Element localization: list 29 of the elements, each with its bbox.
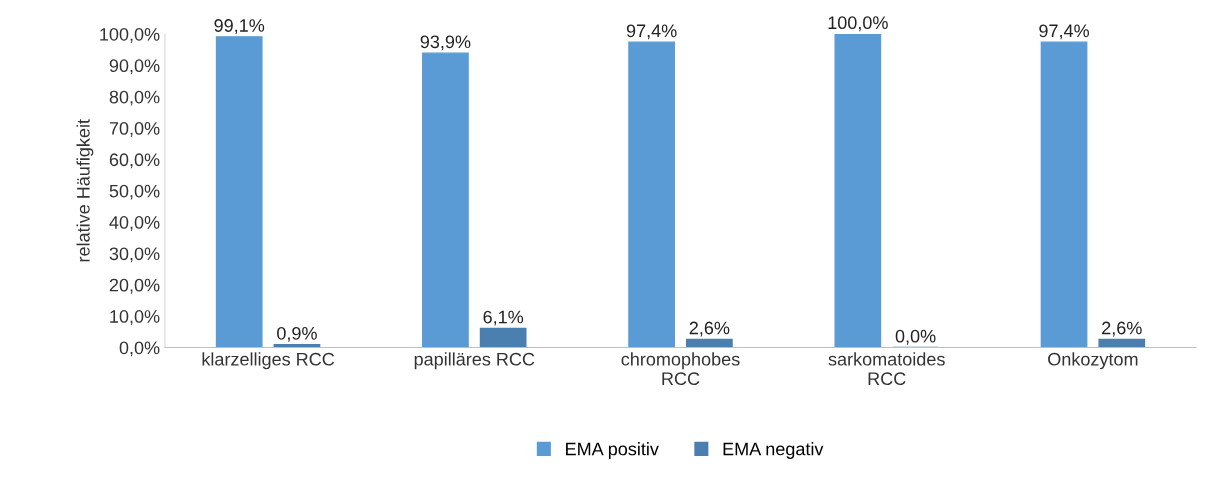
data-label: 93,9% <box>420 35 471 51</box>
y-tick-label: 40,0% <box>109 216 160 231</box>
y-tick-label: 70,0% <box>109 122 160 137</box>
data-label: 100,0% <box>828 16 888 32</box>
y-tick-label: 20,0% <box>109 278 160 294</box>
x-tick-label: chromophobes RCC <box>621 352 740 386</box>
data-label: 0,0% <box>895 329 936 345</box>
y-tick-label: 90,0% <box>109 59 160 75</box>
x-tick-label: Onkozytom <box>1048 352 1138 370</box>
y-axis-title: relative Häufigkeit <box>76 119 94 262</box>
legend-label: EMA positiv <box>566 442 659 459</box>
data-label: 0,9% <box>277 326 317 342</box>
data-label: 6,1% <box>483 310 524 326</box>
y-tick-label: 100,0% <box>100 27 160 43</box>
data-label: 99,1% <box>214 19 265 35</box>
y-tick-label: 80,0% <box>109 90 160 106</box>
y-tick-label: 50,0% <box>109 184 160 200</box>
y-tick-label: 60,0% <box>109 153 160 169</box>
data-label: 2,6% <box>689 321 730 337</box>
x-tick-label: klarzelliges RCC <box>202 352 335 370</box>
legend-label: EMA negativ <box>723 442 824 459</box>
data-label: 97,4% <box>626 24 677 40</box>
data-label: 2,6% <box>1102 321 1142 337</box>
y-tick-label: 10,0% <box>110 310 160 325</box>
x-tick-label: sarkomatoides RCC <box>828 352 945 386</box>
y-tick-label: 0,0% <box>119 341 160 357</box>
x-tick-label: papilläres RCC <box>414 352 535 370</box>
y-tick-label: 30,0% <box>109 247 160 263</box>
data-label: 97,4% <box>1039 24 1089 40</box>
